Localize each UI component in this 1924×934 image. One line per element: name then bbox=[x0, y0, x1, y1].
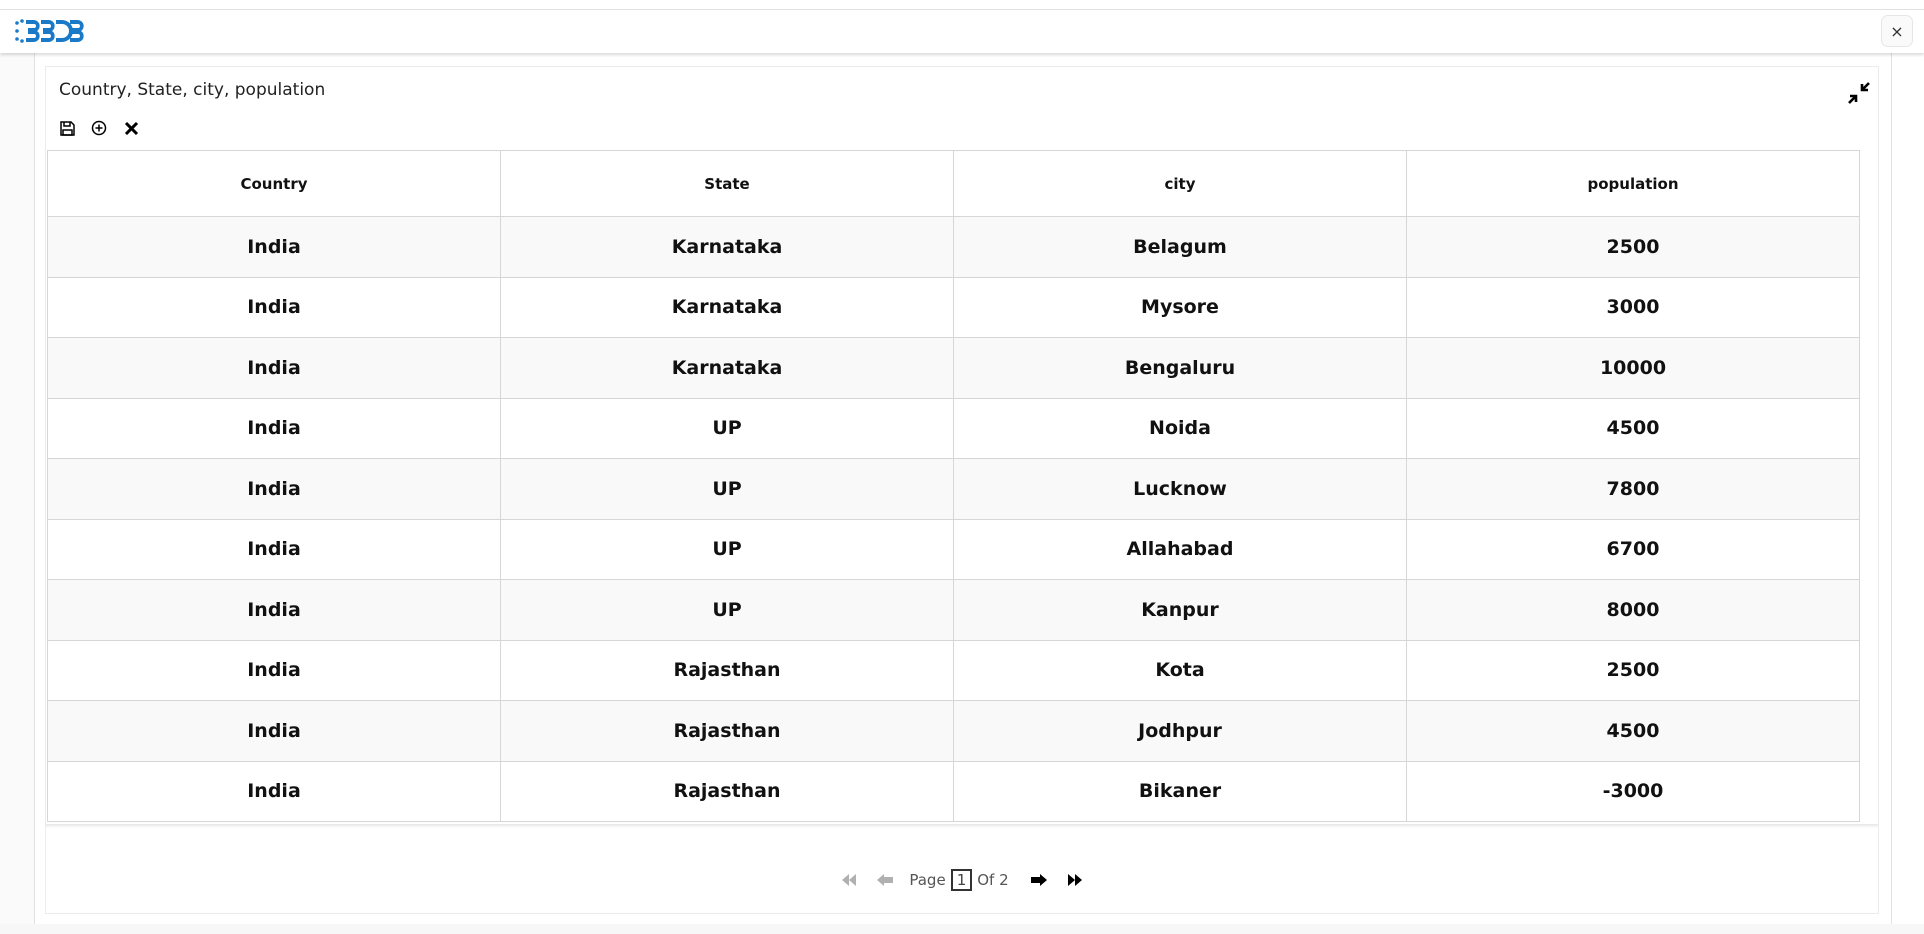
table-cell-state: Karnataka bbox=[500, 337, 954, 399]
table-cell-state: UP bbox=[500, 579, 954, 641]
card-title: Country, State, city, population bbox=[59, 80, 326, 100]
table-cell-population: 10000 bbox=[1406, 337, 1860, 399]
table-row[interactable]: India Karnataka Mysore 3000 bbox=[47, 276, 1860, 338]
first-page-icon[interactable] bbox=[831, 874, 867, 886]
pagination: Page 1 Of 2 bbox=[46, 869, 1878, 891]
table-row[interactable]: India Rajasthan Bikaner -3000 bbox=[47, 760, 1860, 822]
column-header[interactable]: city bbox=[953, 150, 1407, 217]
table-cell-country: India bbox=[47, 760, 501, 822]
table-cell-country: India bbox=[47, 518, 501, 580]
column-header[interactable]: State bbox=[500, 150, 954, 217]
close-button[interactable]: × bbox=[1881, 15, 1913, 47]
table-cell-population: 2500 bbox=[1406, 639, 1860, 701]
table-cell-state: UP bbox=[500, 458, 954, 520]
table-row[interactable]: India UP Noida 4500 bbox=[47, 397, 1860, 459]
card-toolbar bbox=[58, 119, 140, 137]
table-cell-city: Kota bbox=[953, 639, 1407, 701]
table-cell-state: Karnataka bbox=[500, 216, 954, 278]
page-total: Of 2 bbox=[977, 871, 1009, 889]
table-cell-city: Belagum bbox=[953, 216, 1407, 278]
table-row[interactable]: India UP Lucknow 7800 bbox=[47, 458, 1860, 520]
prev-page-icon[interactable] bbox=[867, 874, 903, 886]
close-icon[interactable] bbox=[122, 119, 140, 137]
table-row[interactable]: India Rajasthan Jodhpur 4500 bbox=[47, 700, 1860, 762]
table-cell-country: India bbox=[47, 639, 501, 701]
table-row[interactable]: India UP Allahabad 6700 bbox=[47, 518, 1860, 580]
table-cell-country: India bbox=[47, 276, 501, 338]
table-cell-country: India bbox=[47, 337, 501, 399]
table-cell-city: Allahabad bbox=[953, 518, 1407, 580]
table-cell-country: India bbox=[47, 579, 501, 641]
page-label: Page bbox=[909, 871, 946, 889]
table-cell-state: UP bbox=[500, 518, 954, 580]
column-header[interactable]: population bbox=[1406, 150, 1860, 217]
table-row[interactable]: India UP Kanpur 8000 bbox=[47, 579, 1860, 641]
divider bbox=[46, 824, 1878, 828]
save-icon[interactable] bbox=[58, 119, 76, 137]
table-cell-city: Mysore bbox=[953, 276, 1407, 338]
table-cell-country: India bbox=[47, 216, 501, 278]
table-cell-country: India bbox=[47, 700, 501, 762]
table-cell-city: Jodhpur bbox=[953, 700, 1407, 762]
table-cell-state: Rajasthan bbox=[500, 639, 954, 701]
table-row[interactable]: India Karnataka Bengaluru 10000 bbox=[47, 337, 1860, 399]
table-cell-population: 3000 bbox=[1406, 276, 1860, 338]
next-page-icon[interactable] bbox=[1021, 874, 1057, 886]
close-icon: × bbox=[1890, 21, 1904, 41]
table-cell-city: Bikaner bbox=[953, 760, 1407, 822]
table-card: Country, State, city, population Country… bbox=[45, 66, 1879, 914]
table-cell-state: Rajasthan bbox=[500, 700, 954, 762]
bottom-strip bbox=[0, 924, 1924, 934]
app-header: × bbox=[0, 10, 1924, 53]
table-row[interactable]: India Karnataka Belagum 2500 bbox=[47, 216, 1860, 278]
page-number-input[interactable]: 1 bbox=[950, 869, 973, 891]
table-cell-population: -3000 bbox=[1406, 760, 1860, 822]
table-cell-city: Bengaluru bbox=[953, 337, 1407, 399]
column-header[interactable]: Country bbox=[47, 150, 501, 217]
minimize-icon[interactable] bbox=[1846, 80, 1872, 106]
table-cell-country: India bbox=[47, 458, 501, 520]
table-cell-population: 4500 bbox=[1406, 397, 1860, 459]
table-cell-state: UP bbox=[500, 397, 954, 459]
table-cell-population: 7800 bbox=[1406, 458, 1860, 520]
table-row[interactable]: India Rajasthan Kota 2500 bbox=[47, 639, 1860, 701]
table-cell-country: India bbox=[47, 397, 501, 459]
bdb-logo bbox=[14, 15, 86, 51]
table-cell-population: 8000 bbox=[1406, 579, 1860, 641]
table-cell-city: Noida bbox=[953, 397, 1407, 459]
table-cell-city: Kanpur bbox=[953, 579, 1407, 641]
last-page-icon[interactable] bbox=[1057, 874, 1093, 886]
table-cell-population: 2500 bbox=[1406, 216, 1860, 278]
side-strip bbox=[0, 53, 34, 934]
table-cell-population: 4500 bbox=[1406, 700, 1860, 762]
table-header-row: Country State city population bbox=[47, 150, 1860, 217]
content-area bbox=[34, 53, 1892, 934]
table-cell-state: Rajasthan bbox=[500, 760, 954, 822]
table-cell-population: 6700 bbox=[1406, 518, 1860, 580]
add-circle-icon[interactable] bbox=[90, 119, 108, 137]
top-divider bbox=[0, 9, 1924, 10]
data-table: Country State city population India Karna… bbox=[47, 150, 1860, 822]
table-cell-state: Karnataka bbox=[500, 276, 954, 338]
table-cell-city: Lucknow bbox=[953, 458, 1407, 520]
